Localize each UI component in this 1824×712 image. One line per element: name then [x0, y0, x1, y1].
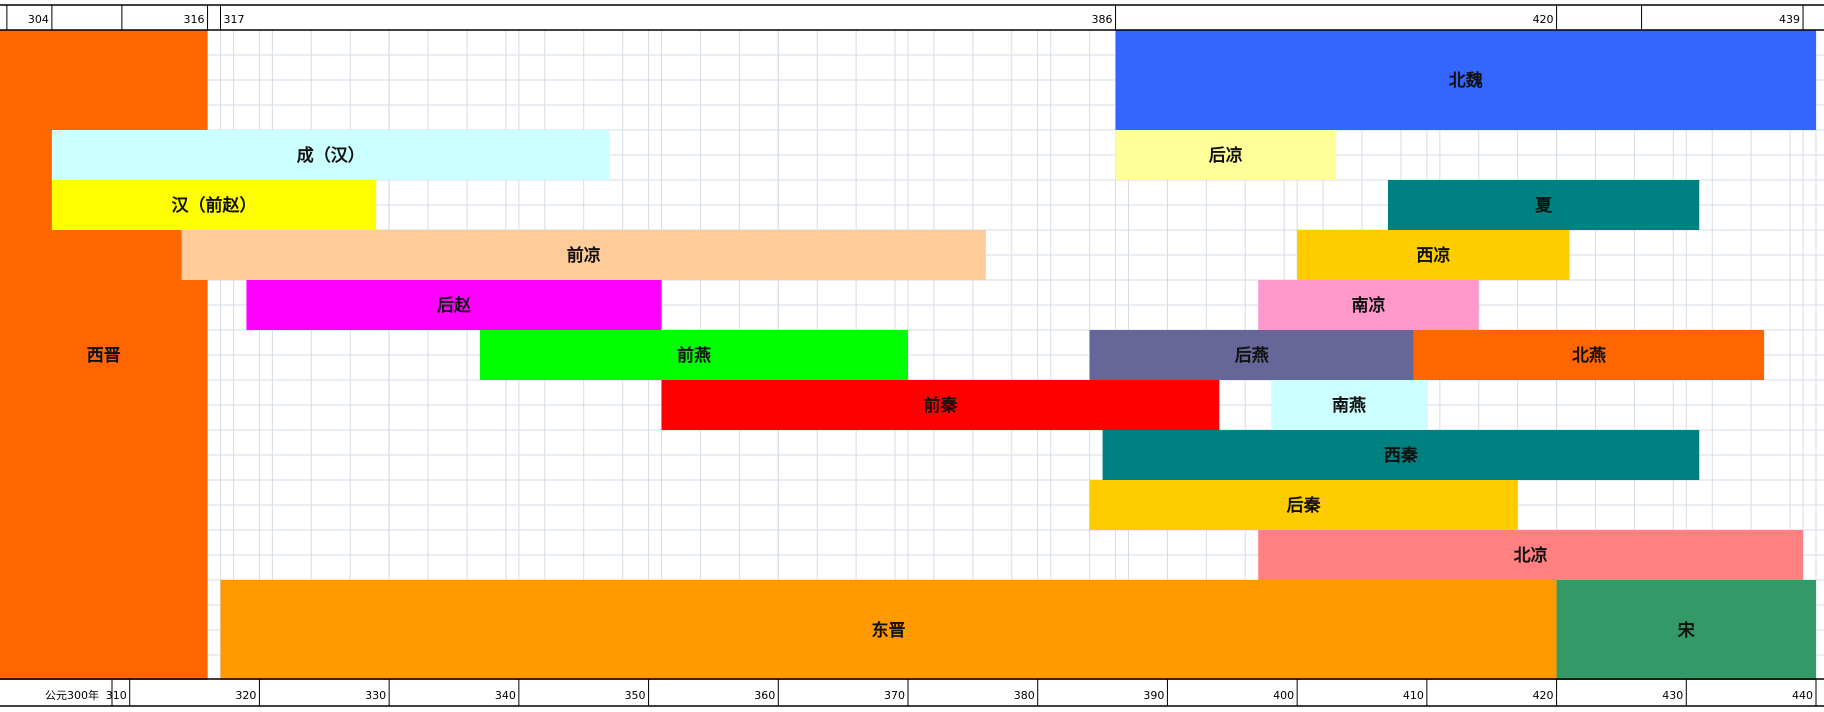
bottom-axis-tick-label: 410	[1403, 689, 1424, 702]
bar-398-410-r7	[1271, 380, 1427, 430]
bar-label: 西秦	[1384, 445, 1418, 466]
bar-label: 汉（前赵）	[172, 195, 257, 216]
bar-label: 成（汉）	[297, 145, 365, 166]
bar-label: 北凉	[1514, 545, 1548, 566]
bar-label: 后赵	[437, 295, 472, 316]
bottom-axis-tick-label: 310	[106, 689, 127, 702]
bar-384-409-r6	[1089, 330, 1414, 380]
bottom-axis-tick-label: 400	[1273, 689, 1294, 702]
bottom-axis-tick-label: 330	[365, 689, 386, 702]
bar-label: 后秦	[1287, 495, 1321, 516]
bottom-axis-tick-label: 430	[1662, 689, 1683, 702]
bottom-axis-tick-label: 420	[1533, 689, 1554, 702]
top-axis-mark-label: 304	[28, 13, 49, 26]
bar-label: 前秦	[923, 395, 957, 416]
top-axis-mark-label: 386	[1092, 13, 1113, 26]
bottom-axis-tick-label: 350	[625, 689, 646, 702]
bar-386-440-r0	[1115, 30, 1816, 130]
bar-317-420-r11	[220, 580, 1557, 680]
bar-label: 后燕	[1235, 345, 1269, 366]
bar-label: 北魏	[1449, 70, 1483, 91]
bar-label: 夏	[1535, 196, 1553, 216]
bar-400-421-r4	[1297, 230, 1570, 280]
axis-layer: 304 316 317 386 420 439 公元300年 310 320 330 340 350 3…	[0, 4, 1824, 707]
bottom-axis-tick-label: 340	[495, 689, 516, 702]
bar-386-403-r2	[1115, 130, 1337, 180]
bottom-axis-tick-label: 390	[1143, 689, 1164, 702]
bar-304-329-r3	[51, 180, 377, 230]
bar-label: 前凉	[567, 245, 601, 266]
bottom-axis-tick-label: 370	[884, 689, 905, 702]
bar-label: 东晋	[872, 620, 906, 641]
bar-label: 南凉	[1351, 295, 1385, 316]
bar-385-431-r8	[1102, 430, 1700, 480]
top-axis-mark-label: 420	[1533, 13, 1554, 26]
bar-314-376-r4	[181, 230, 986, 280]
bar-409-436-r6	[1413, 330, 1765, 380]
bar-384-417-r9	[1089, 480, 1518, 530]
bar-label: 后凉	[1209, 145, 1243, 166]
bar-407-431-r3	[1387, 180, 1700, 230]
top-axis-mark-label: 317	[224, 13, 245, 26]
bar-397-439-r10	[1258, 530, 1804, 580]
bottom-axis-tick-label: 380	[1014, 689, 1035, 702]
bar-label: 西晋	[87, 346, 121, 366]
top-axis-mark-label: 316	[184, 13, 205, 26]
bar-label: 南燕	[1332, 395, 1366, 416]
top-axis-mark-label: 439	[1779, 13, 1800, 26]
bar-label: 宋	[1677, 620, 1695, 641]
bar-337-370-r6	[479, 330, 908, 380]
bar-397-414-r5	[1258, 280, 1479, 330]
bottom-axis-tick-label: 360	[754, 689, 775, 702]
bar-319-351-r5	[246, 280, 662, 330]
bar-label: 西凉	[1416, 245, 1450, 266]
bar-351-394-r7	[661, 380, 1220, 430]
bottom-axis-tick-label: 440	[1792, 689, 1813, 702]
bar-420-440-r11	[1556, 580, 1816, 680]
bar-label: 北燕	[1572, 345, 1606, 366]
bar-304-347-r2	[51, 130, 610, 180]
bottom-axis-tick-label: 320	[235, 689, 256, 702]
bar-label: 前燕	[677, 345, 711, 366]
bottom-axis-first-label: 公元300年	[45, 688, 99, 702]
